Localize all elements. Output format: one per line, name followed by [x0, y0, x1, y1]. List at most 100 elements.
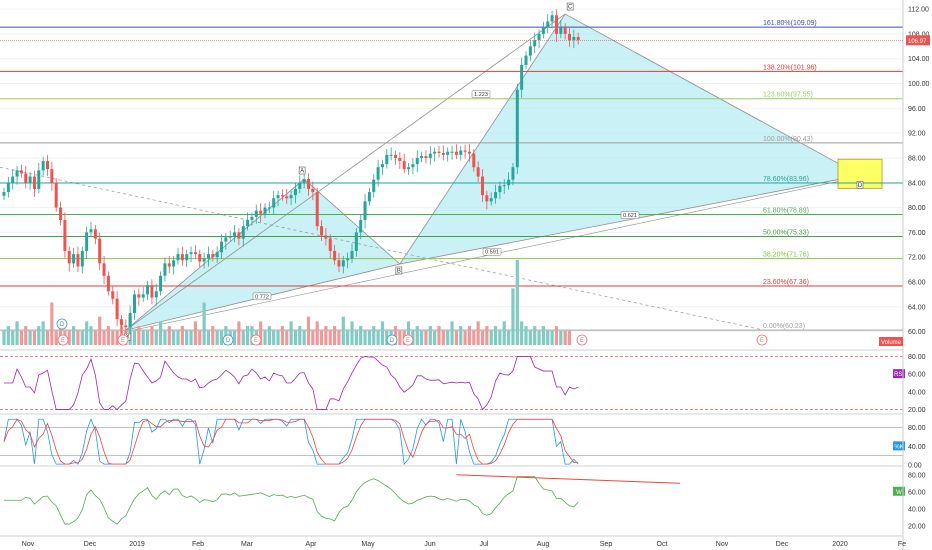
- candle: [463, 144, 467, 159]
- candle: [568, 28, 571, 47]
- candle: [150, 279, 154, 305]
- event-dividend-icon[interactable]: D: [386, 334, 398, 346]
- volume-bar: [180, 326, 184, 345]
- volume-bar: [280, 326, 284, 345]
- candle: [350, 243, 354, 263]
- volume-bar: [237, 321, 241, 345]
- price-tick-label: 64.00: [908, 304, 926, 311]
- candle: [372, 173, 376, 198]
- panel-tick-label: 40.00: [908, 506, 926, 513]
- pattern-ratio-label: 0.772: [252, 292, 272, 300]
- volume-bar: [193, 321, 197, 345]
- fib-level-label-4: 78.60%(83.96): [763, 176, 809, 183]
- event-earnings-icon[interactable]: E: [250, 334, 262, 346]
- candle: [467, 144, 471, 162]
- candle: [250, 212, 254, 226]
- panel-label-badge[interactable]: RSI: [893, 369, 905, 379]
- candle: [489, 192, 493, 206]
- volume-bar: [380, 321, 385, 345]
- volume-bar: [563, 330, 567, 345]
- candle: [302, 174, 306, 189]
- event-dividend-icon[interactable]: D: [56, 318, 68, 330]
- harmonic-pattern-layer: [0, 13, 883, 332]
- candle: [263, 203, 267, 219]
- fib-level-label-2: 123.60%(97.55): [763, 92, 813, 99]
- event-earnings-icon[interactable]: E: [756, 334, 768, 346]
- pattern-point-d[interactable]: D: [856, 181, 864, 189]
- candle: [454, 144, 458, 160]
- event-earnings-icon[interactable]: E: [117, 334, 129, 346]
- candle: [402, 153, 406, 174]
- pattern-point-b[interactable]: B: [395, 266, 403, 275]
- fib-level-label-1: 138.20%(101.96): [763, 64, 817, 71]
- svg-text:106.97: 106.97: [908, 39, 927, 45]
- candle: [167, 255, 171, 274]
- event-earnings-icon[interactable]: E: [57, 334, 69, 346]
- candle: [424, 150, 428, 164]
- price-tick-label: 100.00: [908, 81, 930, 88]
- panel-label-badge[interactable]: %K: [893, 441, 905, 451]
- candle: [32, 170, 36, 198]
- volume-label-badge[interactable]: Volume: [879, 337, 903, 346]
- svg-text:E: E: [61, 338, 65, 344]
- candle: [315, 187, 319, 231]
- pattern-point-a[interactable]: A: [298, 166, 306, 175]
- fib-level-label-8: 23.60%(67.36): [763, 279, 809, 286]
- current-price-badge[interactable]: 106.97: [906, 35, 930, 46]
- candle: [437, 145, 441, 158]
- candle: [311, 181, 315, 201]
- volume-bar: [206, 330, 211, 345]
- panel-tick-label: 80.00: [908, 425, 926, 432]
- price-tick-label: 104.00: [908, 56, 930, 63]
- candle: [189, 246, 193, 263]
- volume-bar: [132, 330, 137, 345]
- pattern-leg-3: [564, 13, 861, 176]
- candle: [563, 23, 567, 40]
- volume-bar: [211, 326, 215, 345]
- panel-tick-label: 40.00: [908, 389, 926, 396]
- volume-bar: [333, 326, 337, 345]
- candle: [106, 271, 110, 296]
- volume-bar: [11, 330, 15, 345]
- time-tick-label: Jul: [480, 541, 489, 548]
- volume-bar: [176, 330, 180, 345]
- volume-bar: [163, 330, 167, 345]
- candle: [515, 83, 519, 175]
- candle: [59, 201, 63, 226]
- candle: [367, 187, 371, 206]
- candle: [93, 224, 97, 245]
- event-earnings-icon[interactable]: E: [402, 334, 414, 346]
- candle: [507, 172, 511, 190]
- candle: [328, 234, 332, 260]
- svg-text:C: C: [568, 5, 573, 11]
- time-tick-label: Nov: [716, 541, 729, 548]
- price-tick-label: 76.00: [908, 230, 926, 237]
- volume-bar: [533, 326, 537, 345]
- svg-text:0.591: 0.591: [485, 250, 499, 256]
- volume-bar: [372, 326, 376, 345]
- candle: [193, 244, 197, 259]
- candle: [407, 162, 411, 175]
- candle: [337, 252, 341, 273]
- candle: [533, 32, 537, 54]
- candle: [385, 148, 389, 169]
- pattern-point-c[interactable]: C: [566, 2, 574, 11]
- volume-bar: [289, 321, 293, 345]
- volume-bar: [385, 330, 389, 345]
- panel-tick-label: 80.00: [908, 472, 926, 479]
- volume-bar: [45, 330, 50, 345]
- svg-text:D: D: [226, 338, 231, 344]
- time-axis[interactable]: Nov Dec 2019 Feb Mar Apr May Jun Jul Aug Sep Oct Nov…: [0, 535, 906, 548]
- pattern-leg-5: [399, 174, 861, 265]
- event-dividend-icon[interactable]: D: [222, 334, 234, 346]
- volume-bar: [6, 326, 10, 345]
- volume-bar: [420, 330, 424, 345]
- event-earnings-icon[interactable]: E: [576, 334, 588, 346]
- panel-label-badge[interactable]: W: [893, 486, 905, 496]
- candle: [346, 252, 350, 269]
